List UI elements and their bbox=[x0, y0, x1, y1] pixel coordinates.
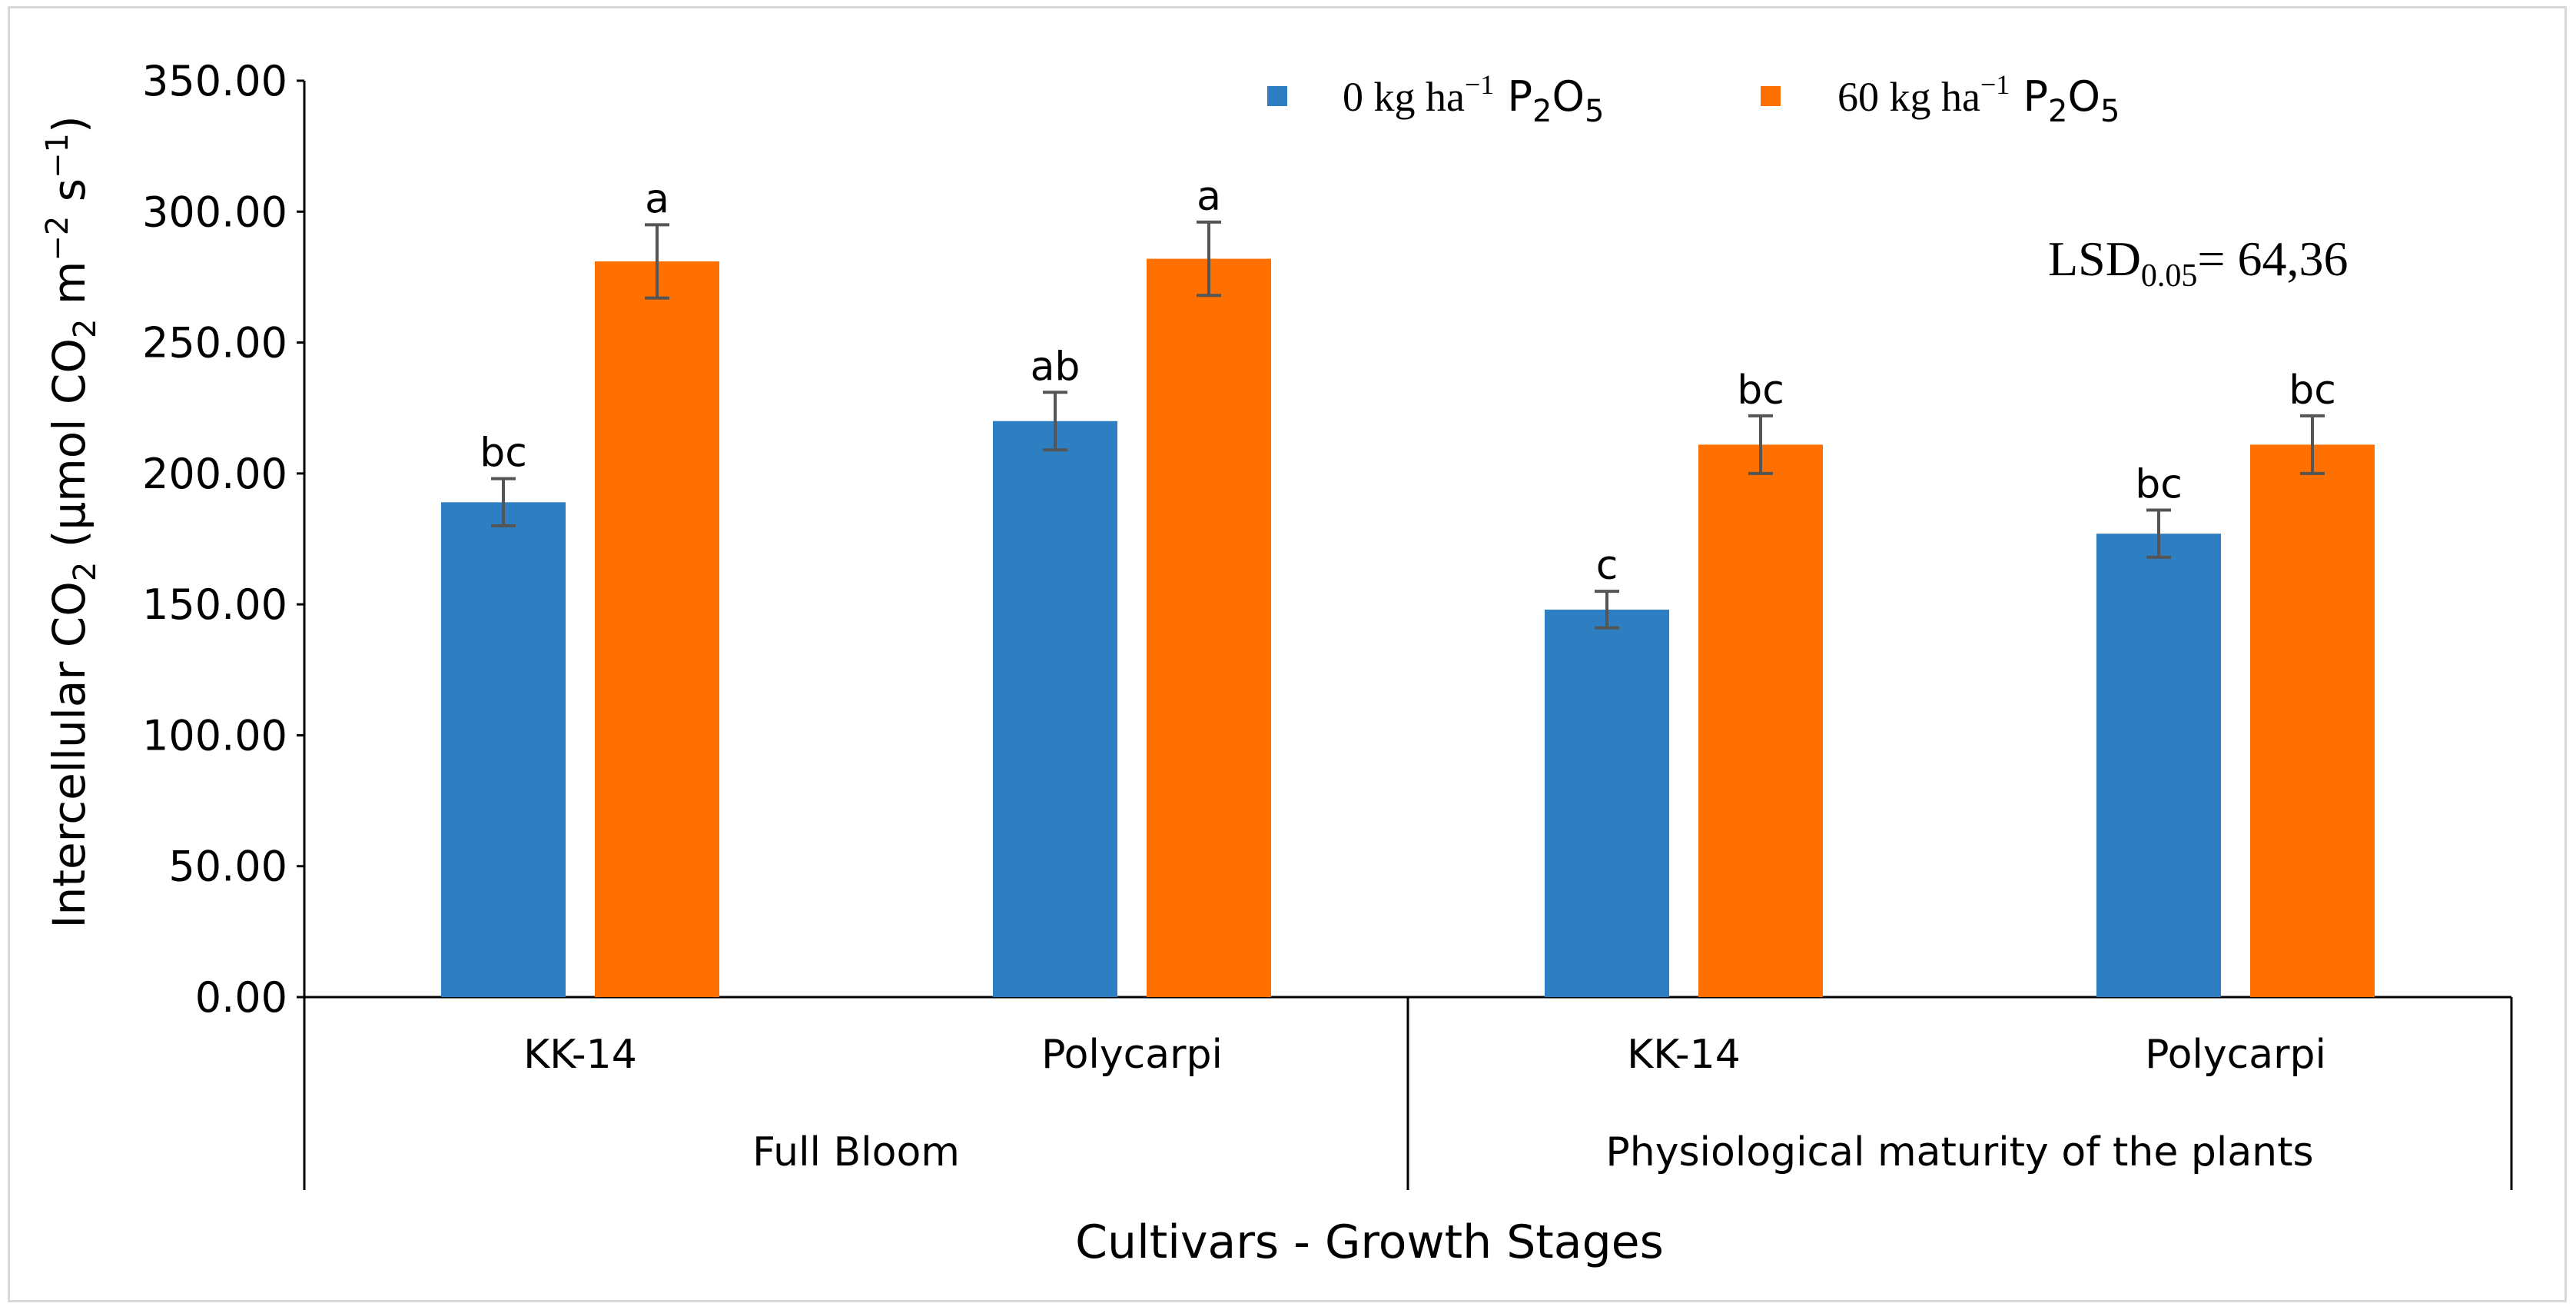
legend-label-1: 60 kg ha−1 P2O5 bbox=[1837, 69, 2120, 129]
y-title-sup1: −2 bbox=[40, 216, 75, 261]
y-title-units: m bbox=[43, 261, 95, 319]
chart-svg: Intercellular CO2 (μmol CO2 m−2 s−1) 0 k… bbox=[40, 57, 2513, 1269]
legend-0-sup: −1 bbox=[1465, 69, 1494, 100]
y-title-s: s bbox=[43, 178, 95, 216]
legend-0-p: P bbox=[1494, 72, 1532, 121]
bar-1-2 bbox=[1698, 444, 1823, 997]
legend-0-sub1: 2 bbox=[1532, 94, 1552, 129]
significance-label-1-3: bc bbox=[2289, 367, 2336, 414]
legend-1-p: P bbox=[2010, 72, 2048, 121]
x-category-label: Polycarpi bbox=[2145, 1032, 2326, 1078]
significance-label-0-3: bc bbox=[2135, 462, 2183, 508]
x-category-label: Polycarpi bbox=[1041, 1032, 1223, 1078]
y-tick-label: 350.00 bbox=[142, 57, 287, 105]
bar-1-1 bbox=[1147, 258, 1271, 997]
legend-1-o: O bbox=[2067, 72, 2100, 121]
significance-label-1-2: bc bbox=[1737, 367, 1784, 414]
legend: 0 kg ha−1 P2O5 60 kg ha−1 P2O5 bbox=[1267, 69, 2120, 129]
legend-1-sub2: 5 bbox=[2100, 94, 2120, 129]
y-tick-label: 150.00 bbox=[142, 580, 287, 629]
y-axis-title: Intercellular CO2 (μmol CO2 m−2 s−1) bbox=[40, 115, 103, 928]
y-title-sup2: −1 bbox=[40, 133, 75, 178]
x-category-label: KK-14 bbox=[1627, 1032, 1741, 1078]
plot-area: 0.00 50.00 100.00 150.00 200.00 250.00 300.00 3… bbox=[142, 57, 2513, 1269]
significance-label-0-0: bc bbox=[480, 431, 527, 477]
bar-0-0 bbox=[441, 502, 566, 997]
legend-1-prefix: 60 kg ha bbox=[1837, 74, 1980, 120]
y-tick-label: 300.00 bbox=[142, 188, 287, 236]
x-group-label: Physiological maturity of the plants bbox=[1605, 1129, 2313, 1175]
significance-label-1-1: a bbox=[1197, 174, 1221, 220]
legend-0-o: O bbox=[1552, 72, 1585, 121]
lsd-suffix: = 64,36 bbox=[2197, 231, 2348, 286]
legend-label-0: 0 kg ha−1 P2O5 bbox=[1343, 69, 1604, 129]
lsd-sub: 0.05 bbox=[2141, 258, 2198, 294]
y-tick-label: 100.00 bbox=[142, 711, 287, 760]
chart-frame: Intercellular CO2 (μmol CO2 m−2 s−1) 0 k… bbox=[8, 6, 2567, 1302]
significance-label-0-2: c bbox=[1596, 543, 1618, 589]
legend-swatch-1 bbox=[1761, 86, 1781, 106]
legend-0-prefix: 0 kg ha bbox=[1343, 74, 1465, 120]
y-title-main: Intercellular CO bbox=[43, 581, 95, 929]
lsd-prefix: LSD bbox=[2048, 231, 2141, 286]
bar-0-3 bbox=[2096, 534, 2221, 997]
legend-0-sub2: 5 bbox=[1585, 94, 1604, 129]
x-axis-title: Cultivars - Growth Stages bbox=[1075, 1215, 1664, 1269]
bar-1-0 bbox=[595, 261, 719, 998]
legend-1-sub1: 2 bbox=[2048, 94, 2067, 129]
significance-label-0-1: ab bbox=[1031, 344, 1081, 390]
legend-1-sup: −1 bbox=[1980, 69, 2010, 100]
bar-1-3 bbox=[2250, 444, 2375, 997]
bar-0-2 bbox=[1545, 609, 1669, 997]
y-tick-label: 0.00 bbox=[195, 973, 287, 1022]
bar-0-1 bbox=[993, 421, 1117, 997]
significance-label-1-0: a bbox=[645, 176, 669, 222]
y-title-sub: 2 bbox=[68, 562, 103, 581]
lsd-annotation: LSD0.05= 64,36 bbox=[2048, 231, 2349, 294]
y-title-close: ) bbox=[43, 115, 95, 133]
y-tick-label: 250.00 bbox=[142, 319, 287, 367]
x-group-label: Full Bloom bbox=[752, 1129, 960, 1175]
x-category-label: KK-14 bbox=[523, 1032, 637, 1078]
y-tick-label: 200.00 bbox=[142, 450, 287, 498]
y-tick-label: 50.00 bbox=[168, 843, 287, 891]
y-title-sub-b: 2 bbox=[68, 319, 103, 338]
y-title-open: (μmol CO bbox=[43, 338, 95, 562]
legend-swatch-0 bbox=[1267, 86, 1287, 106]
